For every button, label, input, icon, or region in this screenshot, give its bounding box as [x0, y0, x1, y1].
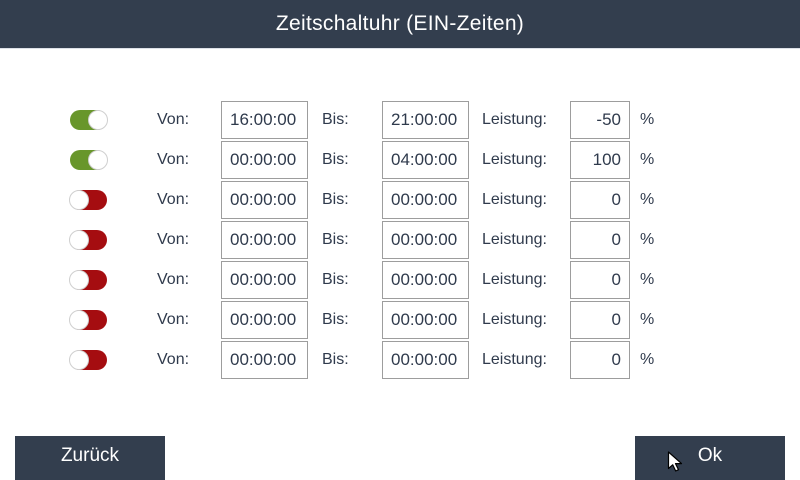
leistung-label: Leistung:: [482, 311, 547, 328]
leistung-label: Leistung:: [482, 151, 547, 168]
bis-label: Bis:: [322, 231, 349, 248]
toggle-knob-icon: [88, 150, 108, 170]
leistung-input[interactable]: [570, 141, 630, 179]
bis-time-input[interactable]: [382, 181, 469, 219]
percent-label: %: [640, 151, 655, 168]
von-time-input[interactable]: [221, 101, 308, 139]
von-label: Von:: [157, 111, 190, 128]
ok-button[interactable]: Ok: [635, 436, 785, 480]
enable-toggle[interactable]: [70, 150, 108, 170]
percent-label: %: [640, 231, 655, 248]
von-label: Von:: [157, 271, 190, 288]
leistung-label: Leistung:: [482, 191, 547, 208]
leistung-input[interactable]: [570, 301, 630, 339]
enable-toggle[interactable]: [69, 350, 107, 370]
enable-toggle[interactable]: [69, 310, 107, 330]
leistung-input[interactable]: [570, 341, 630, 379]
von-time-input[interactable]: [221, 261, 308, 299]
toggle-knob-icon: [69, 230, 89, 250]
von-label: Von:: [157, 231, 190, 248]
von-time-input[interactable]: [221, 301, 308, 339]
enable-toggle[interactable]: [69, 190, 107, 210]
bis-time-input[interactable]: [382, 341, 469, 379]
back-button[interactable]: Zurück: [15, 436, 165, 480]
percent-label: %: [640, 351, 655, 368]
von-time-input[interactable]: [221, 221, 308, 259]
toggle-knob-icon: [69, 190, 89, 210]
bis-label: Bis:: [322, 351, 349, 368]
percent-label: %: [640, 271, 655, 288]
timer-row: Von: Bis: Leistung: %: [0, 180, 800, 220]
timer-row: Von: Bis: Leistung: %: [0, 140, 800, 180]
toggle-knob-icon: [69, 350, 89, 370]
timer-row: Von: Bis: Leistung: %: [0, 220, 800, 260]
timer-rows: Von: Bis: Leistung: % Von: Bis: Leistung…: [0, 100, 800, 380]
von-label: Von:: [157, 351, 190, 368]
timer-row: Von: Bis: Leistung: %: [0, 300, 800, 340]
bis-time-input[interactable]: [382, 101, 469, 139]
leistung-label: Leistung:: [482, 351, 547, 368]
von-time-input[interactable]: [221, 341, 308, 379]
von-label: Von:: [157, 191, 190, 208]
von-time-input[interactable]: [221, 181, 308, 219]
leistung-input[interactable]: [570, 101, 630, 139]
leistung-label: Leistung:: [482, 271, 547, 288]
leistung-input[interactable]: [570, 261, 630, 299]
bis-time-input[interactable]: [382, 221, 469, 259]
bis-label: Bis:: [322, 271, 349, 288]
bis-label: Bis:: [322, 151, 349, 168]
enable-toggle[interactable]: [70, 110, 108, 130]
von-time-input[interactable]: [221, 141, 308, 179]
toggle-knob-icon: [88, 110, 108, 130]
timer-row: Von: Bis: Leistung: %: [0, 340, 800, 380]
toggle-knob-icon: [69, 310, 89, 330]
bis-time-input[interactable]: [382, 261, 469, 299]
bis-label: Bis:: [322, 311, 349, 328]
percent-label: %: [640, 111, 655, 128]
von-label: Von:: [157, 151, 190, 168]
percent-label: %: [640, 311, 655, 328]
enable-toggle[interactable]: [69, 270, 107, 290]
timer-row: Von: Bis: Leistung: %: [0, 100, 800, 140]
leistung-input[interactable]: [570, 221, 630, 259]
leistung-input[interactable]: [570, 181, 630, 219]
bis-label: Bis:: [322, 111, 349, 128]
bis-time-input[interactable]: [382, 141, 469, 179]
bis-time-input[interactable]: [382, 301, 469, 339]
percent-label: %: [640, 191, 655, 208]
bis-label: Bis:: [322, 191, 349, 208]
leistung-label: Leistung:: [482, 111, 547, 128]
enable-toggle[interactable]: [69, 230, 107, 250]
leistung-label: Leistung:: [482, 231, 547, 248]
toggle-knob-icon: [69, 270, 89, 290]
timer-row: Von: Bis: Leistung: %: [0, 260, 800, 300]
page-title: Zeitschaltuhr (EIN-Zeiten): [275, 12, 525, 35]
von-label: Von:: [157, 311, 190, 328]
title-bar: Zeitschaltuhr (EIN-Zeiten): [0, 0, 800, 48]
